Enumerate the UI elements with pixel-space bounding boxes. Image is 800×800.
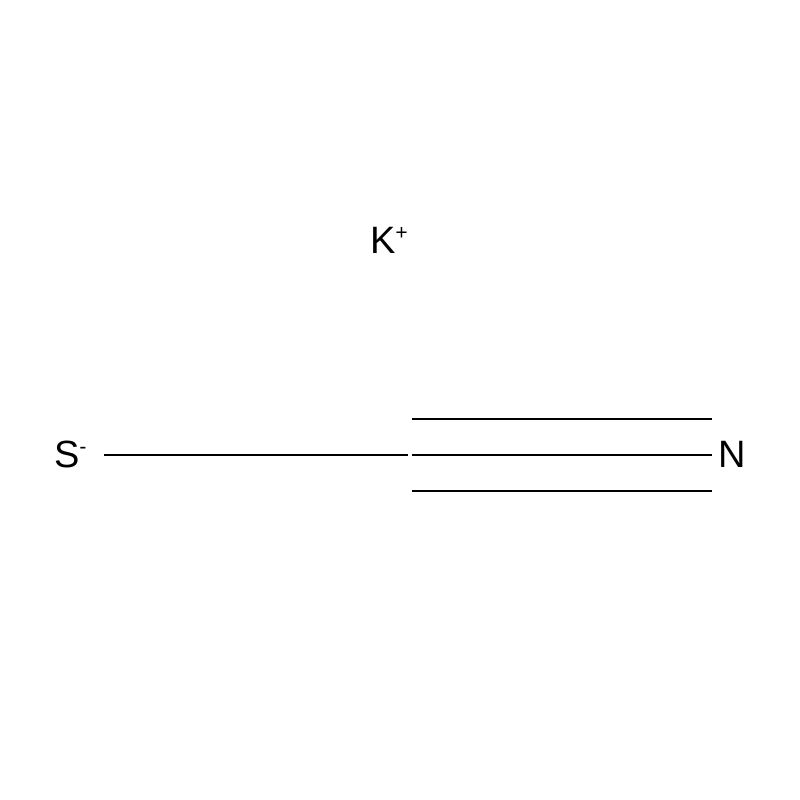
atom-label-nitrogen: N	[718, 436, 745, 474]
atom-symbol: K	[370, 220, 395, 262]
chemical-structure-canvas: K+ S- N	[0, 0, 800, 800]
atom-symbol: S	[54, 434, 79, 476]
bond-c-n-line-bot	[412, 490, 712, 492]
atom-charge: -	[79, 435, 86, 458]
bond-s-c	[104, 454, 408, 456]
atom-symbol: N	[718, 434, 745, 476]
bond-c-n-line-mid	[412, 454, 712, 456]
atom-label-potassium: K+	[370, 222, 408, 260]
atom-charge: +	[395, 221, 407, 244]
atom-label-sulfur: S-	[54, 436, 86, 474]
bond-c-n-line-top	[412, 418, 712, 420]
